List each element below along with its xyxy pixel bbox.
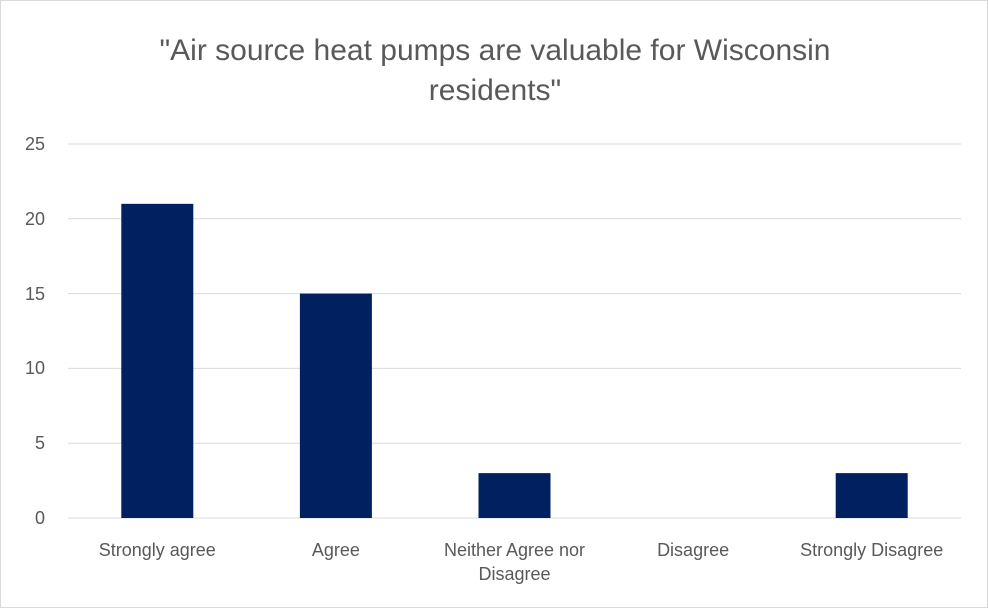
y-tick-label: 5: [34, 433, 45, 454]
x-tick-label: Neither Agree nor Disagree: [443, 540, 586, 584]
x-tick-label: Disagree: [657, 540, 730, 560]
y-tick-label: 20: [24, 208, 45, 229]
bar: [835, 473, 908, 518]
x-tick-label: Strongly agree: [98, 540, 216, 560]
bar: [299, 293, 372, 518]
y-tick-label: 25: [24, 134, 45, 154]
bar: [121, 203, 194, 518]
y-tick-label: 10: [24, 358, 45, 379]
bar: [478, 473, 551, 518]
chart-title: "Air source heat pumps are valuable for …: [159, 34, 831, 107]
x-tick-label: Agree: [311, 540, 360, 560]
x-tick-label: Strongly Disagree: [800, 540, 944, 560]
y-tick-label: 0: [34, 508, 45, 528]
y-tick-label: 15: [24, 283, 45, 304]
